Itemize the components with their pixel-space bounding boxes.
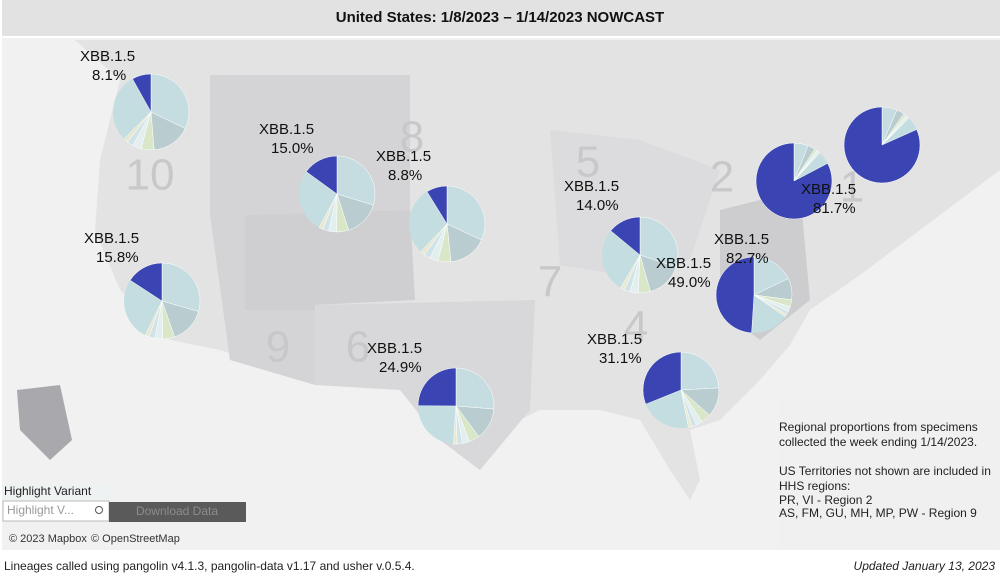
highlight-label: Highlight Variant bbox=[4, 484, 92, 498]
note-line: AS, FM, GU, MH, MP, PW - Region 9 bbox=[779, 506, 977, 520]
pie-other-slice bbox=[161, 262, 201, 312]
highlight-label-bg bbox=[2, 484, 110, 500]
pie: XBB.1.5 14.0% bbox=[564, 178, 679, 294]
attribution-osm: © OpenStreetMap bbox=[91, 533, 180, 545]
pie: XBB.1.5 81.7% bbox=[801, 106, 921, 217]
region-number: 2 bbox=[710, 153, 734, 202]
pie-label: XBB.1.5 bbox=[801, 181, 856, 198]
pies: XBB.1.58.1%XBB.1.515.0% XBB.1.58.8%XBB.1.… bbox=[80, 48, 921, 445]
pie-label: XBB.1.5 bbox=[367, 340, 422, 357]
region-number: 8 bbox=[400, 113, 424, 162]
pie-slice bbox=[642, 351, 682, 405]
region-number: 5 bbox=[576, 138, 600, 187]
pie-label: XBB.1.5 bbox=[376, 148, 431, 165]
pie-slice bbox=[755, 142, 833, 220]
footer-note: Lineages called using pangolin v4.1.3, p… bbox=[4, 559, 415, 573]
pie: XBB.1.5 8.8% bbox=[376, 148, 486, 263]
pie-label: XBB.1.5 bbox=[587, 331, 642, 348]
pie: XBB.1.5 8.1% bbox=[80, 48, 190, 151]
highlight-placeholder: Highlight V... bbox=[7, 503, 74, 517]
pie: XBB.1.5 15.8% bbox=[84, 230, 201, 340]
notes-box bbox=[779, 398, 998, 548]
pie-other-slice bbox=[420, 223, 448, 255]
pie: XBB.1.5 31.1% bbox=[587, 331, 720, 428]
pie-label: XBB.1.5 bbox=[80, 48, 135, 65]
pie-other-slice bbox=[680, 351, 720, 391]
pie-other-slice bbox=[318, 193, 338, 230]
pie-value-label: 24.9% bbox=[379, 359, 422, 376]
alaska bbox=[17, 385, 72, 460]
pie-slice bbox=[417, 367, 457, 407]
pie-other-slice bbox=[123, 111, 152, 143]
region-number: 10 bbox=[126, 151, 175, 200]
pie: XBB.1.5 49.0% bbox=[656, 255, 793, 334]
pie-value-label: 49.0% bbox=[668, 274, 711, 291]
pie-other-slice bbox=[753, 256, 789, 296]
pie-other-slice bbox=[455, 367, 495, 410]
region-number: 6 bbox=[346, 323, 370, 372]
pie-label: XBB.1.5 bbox=[259, 121, 314, 138]
pie: XBB.1.5 24.9% bbox=[367, 340, 495, 445]
pie-other-slice bbox=[680, 389, 692, 428]
pie-slice bbox=[715, 256, 755, 334]
title-bar bbox=[2, 0, 1000, 36]
pie-other-slice bbox=[620, 254, 641, 290]
region-number: 9 bbox=[266, 323, 290, 372]
pie-value-label: 15.0% bbox=[271, 140, 314, 157]
pie: XBB.1.5 82.7% bbox=[714, 142, 833, 267]
pie-slice bbox=[129, 262, 163, 302]
pie-label: XBB.1.5 bbox=[656, 255, 711, 272]
note-line: HHS regions: bbox=[779, 479, 850, 493]
region-number: 4 bbox=[624, 303, 648, 352]
note-line: US Territories not shown are included in bbox=[779, 464, 991, 478]
updated: Updated January 13, 2023 bbox=[854, 559, 996, 573]
pie-other-slice bbox=[150, 73, 190, 129]
pie-label: XBB.1.5 bbox=[714, 231, 769, 248]
pie-other-slice bbox=[336, 155, 376, 206]
pie-value-label: 8.1% bbox=[92, 67, 126, 84]
pie-slice bbox=[610, 216, 641, 256]
pie-other-slice bbox=[144, 300, 163, 338]
pie-value-label: 82.7% bbox=[726, 250, 769, 267]
attribution-mapbox: © 2023 Mapbox bbox=[9, 533, 87, 545]
pie-other-slice bbox=[793, 152, 820, 182]
region-number: 7 bbox=[538, 258, 562, 307]
pie-value-label: 14.0% bbox=[576, 197, 619, 214]
pie-value-label: 81.7% bbox=[813, 200, 856, 217]
pie-other-slice bbox=[881, 117, 910, 146]
pie-value-label: 15.8% bbox=[96, 249, 139, 266]
pie-other-slice bbox=[639, 216, 679, 268]
note-line: PR, VI - Region 2 bbox=[779, 493, 873, 507]
pie-value-label: 8.8% bbox=[388, 167, 422, 184]
title: United States: 1/8/2023 – 1/14/2023 NOWC… bbox=[336, 9, 664, 26]
download-button[interactable] bbox=[109, 502, 246, 522]
region-8-south bbox=[245, 210, 415, 310]
pie-slice bbox=[843, 106, 921, 184]
region-8-shape bbox=[210, 75, 410, 385]
pie-slice bbox=[305, 155, 338, 195]
notes: Regional proportions from specimenscolle… bbox=[779, 420, 991, 520]
pie-slice bbox=[426, 185, 448, 225]
download-label: Download Data bbox=[136, 504, 218, 518]
pie-other-slice bbox=[446, 185, 486, 241]
region-5-shape bbox=[550, 130, 720, 275]
pie-label: XBB.1.5 bbox=[564, 178, 619, 195]
pie-other-slice bbox=[453, 405, 458, 445]
search-icon bbox=[95, 506, 103, 514]
note-line: collected the week ending 1/14/2023. bbox=[779, 435, 977, 449]
note-line: Regional proportions from specimens bbox=[779, 420, 978, 434]
pie-slice bbox=[132, 73, 152, 113]
pie-label: XBB.1.5 bbox=[84, 230, 139, 247]
pie: XBB.1.5 15.0% bbox=[259, 121, 376, 233]
pie-value-label: 31.1% bbox=[599, 350, 642, 367]
pie-other-slice bbox=[753, 294, 787, 318]
